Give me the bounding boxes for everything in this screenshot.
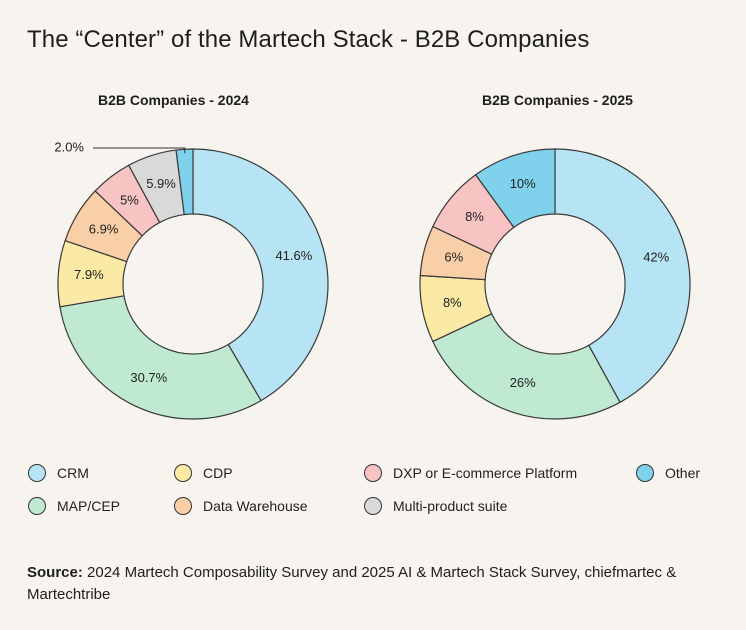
slice-2024-other <box>175 148 194 216</box>
chart-title-2025: B2B Companies - 2025 <box>482 92 633 108</box>
slice-2024-crm <box>192 148 329 402</box>
leader-line-2024-other <box>93 147 186 154</box>
slice-label-2024-multi-product-suite: 5.9% <box>146 176 176 191</box>
page-title: The “Center” of the Martech Stack - B2B … <box>27 26 590 53</box>
slice-label-2025-cdp: 8% <box>443 295 462 310</box>
slice-label-2025-data-warehouse: 6% <box>444 249 463 264</box>
source-label: Source: <box>27 564 83 581</box>
source-text: 2024 Martech Composability Survey and 20… <box>27 564 677 603</box>
slice-label-2025-crm: 42% <box>643 249 669 264</box>
slice-label-2025-other: 10% <box>510 176 536 191</box>
slice-label-2025-dxp-or-e-commerce-platform: 8% <box>465 209 484 224</box>
slice-2025-other <box>474 148 556 229</box>
slice-label-2024-other: 2.0% <box>54 139 84 154</box>
slice-2025-map-cep <box>432 313 621 420</box>
slice-label-2024-cdp: 7.9% <box>74 267 104 282</box>
slice-label-2024-data-warehouse: 6.9% <box>89 221 119 236</box>
slice-label-2024-dxp-or-e-commerce-platform: 5% <box>120 192 139 207</box>
chart-title-2024: B2B Companies - 2024 <box>98 92 249 108</box>
source-note: Source: 2024 Martech Composability Surve… <box>27 562 727 606</box>
slice-label-2024-map-cep: 30.7% <box>130 370 167 385</box>
slice-label-2025-map-cep: 26% <box>510 375 536 390</box>
slice-2024-map-cep <box>59 295 262 420</box>
slice-2025-crm <box>554 148 691 404</box>
slice-label-2024-crm: 41.6% <box>275 248 312 263</box>
